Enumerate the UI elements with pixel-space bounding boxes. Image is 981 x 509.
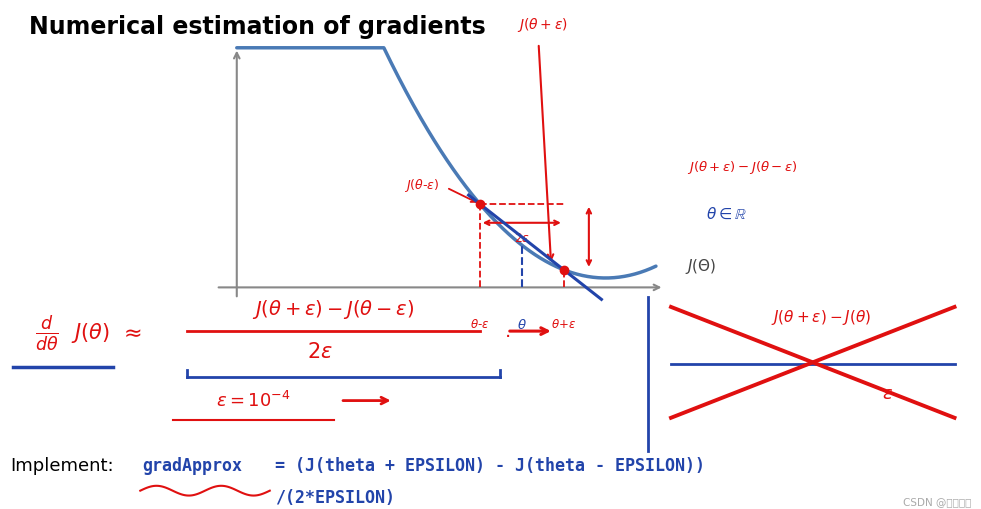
Text: $\theta$: $\theta$ — [517, 318, 527, 332]
Text: $J(\theta+\varepsilon) - J(\theta-\varepsilon)$: $J(\theta+\varepsilon) - J(\theta-\varep… — [252, 298, 415, 321]
Text: $\theta\in\mathbb{R}$: $\theta\in\mathbb{R}$ — [706, 206, 748, 221]
Text: $\varepsilon$: $\varepsilon$ — [882, 385, 894, 403]
Text: $.$: $.$ — [503, 322, 510, 341]
Text: $J(\theta+\varepsilon)-J(\theta)$: $J(\theta+\varepsilon)-J(\theta)$ — [771, 307, 871, 326]
Text: $2\varepsilon$: $2\varepsilon$ — [307, 343, 334, 362]
Text: CSDN @做一只猫: CSDN @做一只猫 — [903, 497, 971, 506]
Text: $2\varepsilon$: $2\varepsilon$ — [514, 232, 530, 245]
Text: $\theta$-$\varepsilon$: $\theta$-$\varepsilon$ — [470, 318, 490, 331]
Text: $\frac{d}{d\theta}$: $\frac{d}{d\theta}$ — [34, 313, 59, 353]
Text: $J(\theta+\varepsilon)-J(\theta-\varepsilon)$: $J(\theta+\varepsilon)-J(\theta-\varepsi… — [687, 159, 798, 177]
Text: /(2*EPSILON): /(2*EPSILON) — [275, 489, 394, 507]
Text: $J(\Theta)$: $J(\Theta)$ — [686, 257, 717, 276]
Text: Numerical estimation of gradients: Numerical estimation of gradients — [29, 15, 487, 39]
Text: $J(\theta$-$\varepsilon)$: $J(\theta$-$\varepsilon)$ — [403, 177, 439, 194]
Text: gradApprox: gradApprox — [142, 457, 242, 475]
Text: Implement:: Implement: — [10, 457, 114, 475]
Text: $\theta$+$\varepsilon$: $\theta$+$\varepsilon$ — [551, 318, 576, 331]
Text: $J(\theta+\varepsilon)$: $J(\theta+\varepsilon)$ — [517, 16, 568, 34]
Text: $\varepsilon=10^{-4}$: $\varepsilon=10^{-4}$ — [216, 390, 290, 411]
Text: $\approx$: $\approx$ — [119, 323, 141, 343]
Text: = (J(theta + EPSILON) - J(theta - EPSILON)): = (J(theta + EPSILON) - J(theta - EPSILO… — [275, 457, 704, 475]
Text: $J(\theta)$: $J(\theta)$ — [71, 321, 110, 345]
